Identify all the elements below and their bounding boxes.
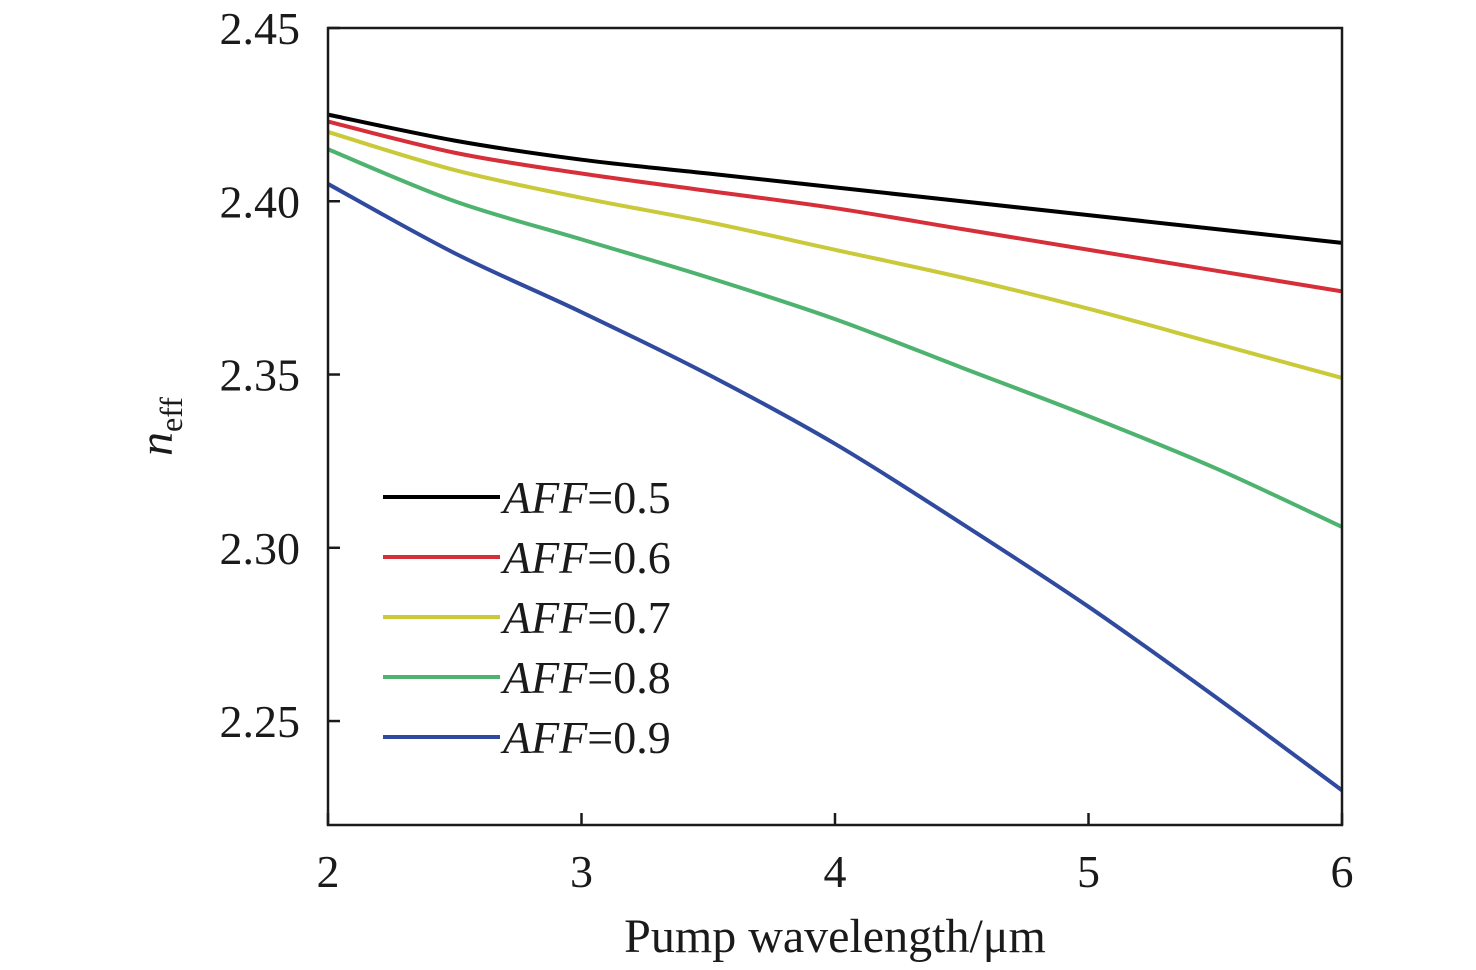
- series-line-aff-0-6: [327, 119, 1343, 294]
- series-line-aff-0-8: [327, 147, 1343, 529]
- y-axis-ticks: 2.25 2.30 2.35 2.40 2.45: [220, 3, 340, 747]
- legend-label-variable: AFF: [500, 712, 588, 763]
- legend-label-value: =0.5: [587, 472, 670, 523]
- legend-label-variable: AFF: [500, 592, 588, 643]
- x-tick-label: 6: [1331, 846, 1354, 897]
- legend-label-value: =0.7: [587, 592, 670, 643]
- legend-label-value: =0.9: [587, 712, 670, 763]
- y-tick-label: 2.30: [220, 523, 301, 574]
- x-tick-label: 4: [824, 846, 847, 897]
- series-lines: [327, 112, 1344, 792]
- y-tick-label: 2.45: [220, 3, 301, 54]
- legend-label-value: =0.8: [587, 652, 670, 703]
- series-line-aff-0-9: [327, 182, 1344, 792]
- legend-label-variable: AFF: [500, 532, 588, 583]
- y-tick-label: 2.25: [220, 696, 301, 747]
- legend-label-variable: AFF: [500, 472, 588, 523]
- x-tick-label: 5: [1077, 846, 1100, 897]
- y-tick-label: 2.40: [220, 176, 301, 227]
- legend-label: AFF=0.6: [500, 532, 671, 583]
- x-tick-label: 2: [317, 846, 340, 897]
- series-line-aff-0-7: [327, 130, 1343, 380]
- y-axis-title-subscript: eff: [153, 397, 189, 432]
- legend-label: AFF=0.7: [500, 592, 671, 643]
- legend-label-variable: AFF: [500, 652, 588, 703]
- y-tick-label: 2.35: [220, 350, 301, 401]
- legend-label: AFF=0.5: [500, 472, 671, 523]
- legend-label: AFF=0.8: [500, 652, 671, 703]
- legend-label: AFF=0.9: [500, 712, 671, 763]
- legend-label-value: =0.6: [587, 532, 670, 583]
- x-axis-title: Pump wavelength/μm: [624, 910, 1046, 963]
- series-line-aff-0-5: [327, 112, 1343, 245]
- y-axis-title-main: n: [130, 432, 183, 456]
- plot-frame: [326, 26, 1344, 827]
- x-tick-label: 3: [570, 846, 593, 897]
- y-axis-title: neff: [130, 397, 189, 456]
